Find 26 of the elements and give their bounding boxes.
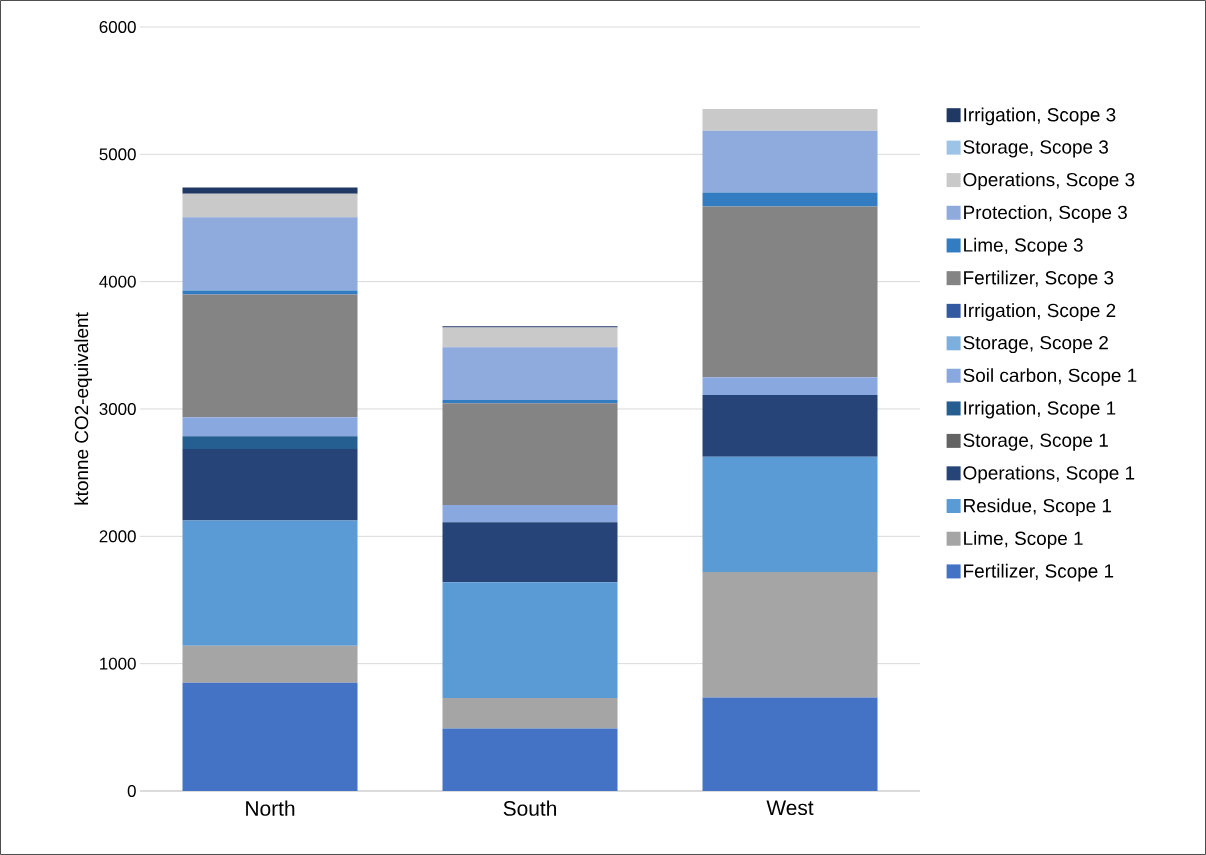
- legend-label: Operations, Scope 3: [963, 172, 1135, 191]
- x-tick-label: West: [766, 800, 814, 816]
- y-tick-label: 4000: [99, 275, 136, 288]
- legend-label: Irrigation, Scope 2: [964, 303, 1116, 321]
- y-tick-label: 3000: [99, 402, 136, 415]
- legend-label: Lime, Scope 3: [964, 237, 1083, 256]
- legend-label: Lime, Scope 1: [964, 531, 1083, 549]
- y-tick-label: 2000: [99, 530, 136, 543]
- y-tick-label: 5000: [99, 148, 136, 161]
- legend-label: Protection, Scope 3: [964, 205, 1127, 223]
- legend-label: Fertilizer, Scope 3: [964, 270, 1114, 289]
- legend-label: Irrigation, Scope 3: [964, 107, 1116, 126]
- legend-label: Storage, Scope 2: [963, 335, 1108, 354]
- x-tick-label: South: [503, 800, 556, 816]
- y-axis-title: ktonne CO2-equivalent: [74, 312, 92, 505]
- legend-label: Residue, Scope 1: [964, 498, 1112, 517]
- x-tick-label: North: [246, 800, 295, 816]
- y-tick-label: 1000: [100, 657, 136, 670]
- legend-label: Soil carbon, Scope 1: [963, 368, 1137, 386]
- legend-label: Storage, Scope 3: [963, 140, 1108, 158]
- legend-label: Fertilizer, Scope 1: [964, 563, 1114, 582]
- legend-label: Operations, Scope 1: [963, 465, 1135, 484]
- y-tick-label: 6000: [99, 20, 136, 33]
- legend-label: Irrigation, Scope 1: [964, 400, 1116, 419]
- legend-label: Storage, Scope 1: [963, 433, 1108, 451]
- y-tick-label: 0: [127, 784, 136, 797]
